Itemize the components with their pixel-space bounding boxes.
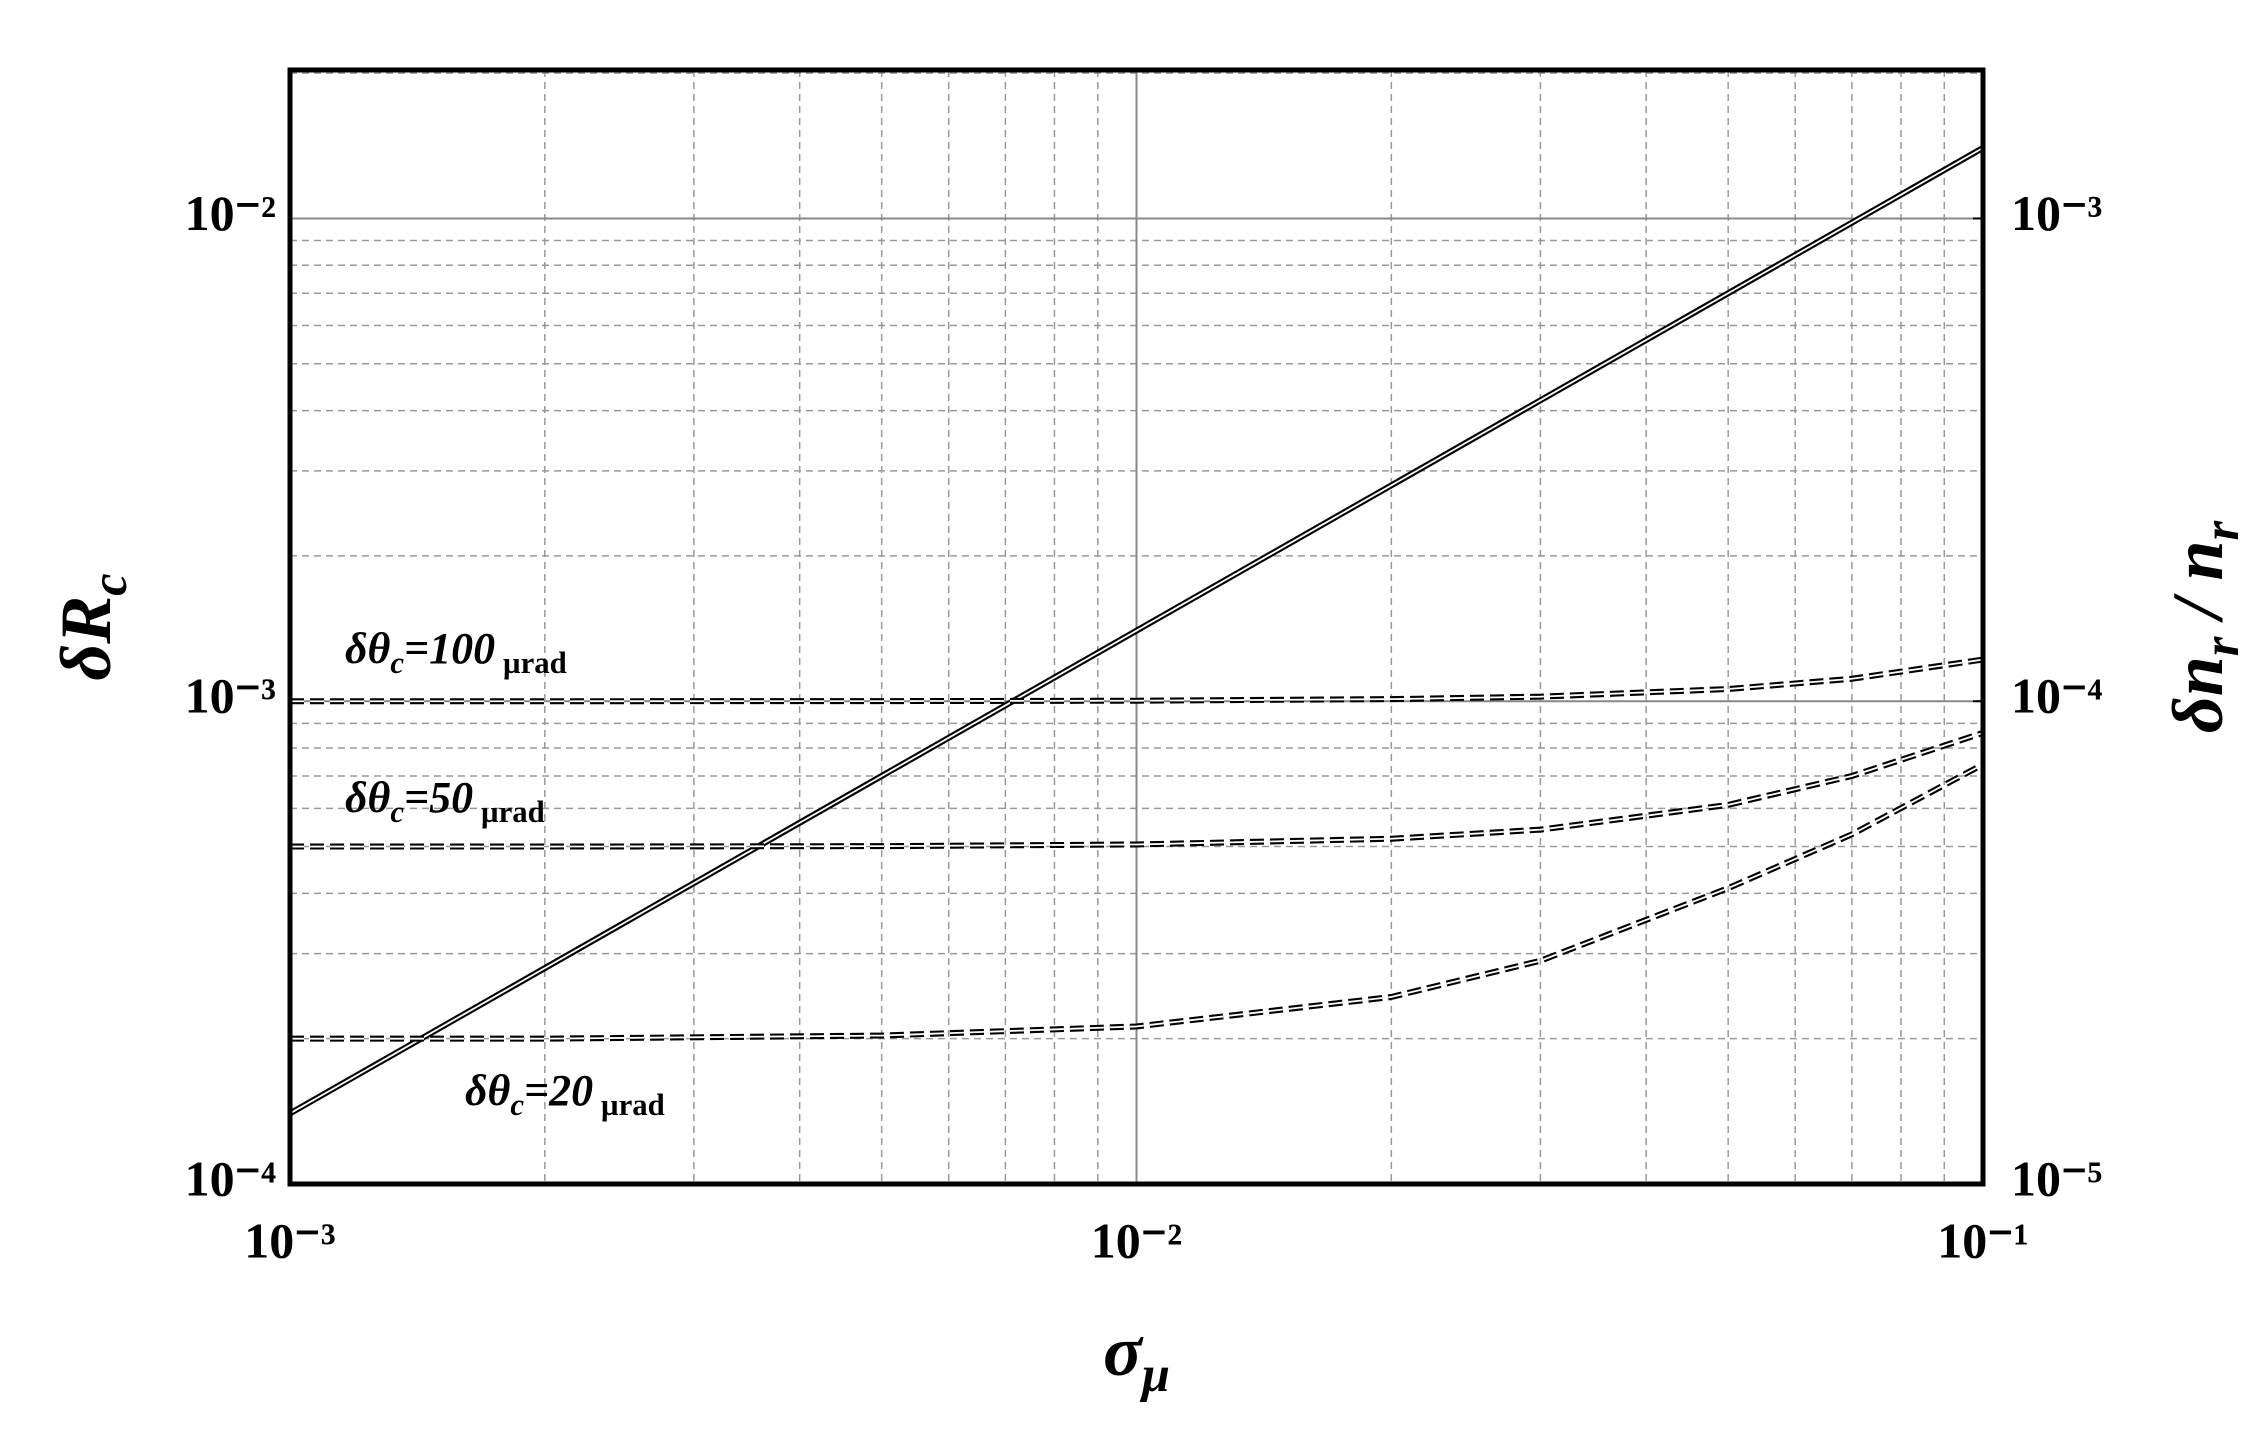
x-tick-label: 10⁻³ <box>244 1212 335 1268</box>
annotation: δθc=50 µrad <box>345 773 545 829</box>
y2-tick-label: 10⁻⁵ <box>2011 1150 2102 1206</box>
subscript: µrad <box>495 646 567 680</box>
plot-frame <box>287 67 1986 1187</box>
annotation: δθc=20 µrad <box>465 1066 665 1122</box>
subscript: c <box>390 646 404 680</box>
label-part: σ <box>1103 1311 1144 1391</box>
y2-tick-label: 10⁻⁴ <box>2011 668 2102 724</box>
subscript: µrad <box>473 795 545 829</box>
label-part: δθ <box>345 624 391 673</box>
label-part: =20 <box>524 1066 593 1115</box>
annotation: δθc=100 µrad <box>345 624 567 680</box>
label-part: =100 <box>404 624 495 673</box>
subscript: r <box>2193 521 2249 541</box>
y2-tick-label: 10⁻³ <box>2011 185 2102 241</box>
series-line-inner <box>289 147 1984 1115</box>
series-line-inner <box>290 658 1984 703</box>
x-tick-label: 10⁻² <box>1091 1212 1182 1268</box>
subscript: μ <box>1139 1346 1170 1402</box>
series-line-inner <box>290 731 1984 848</box>
y-tick-label: 10⁻⁴ <box>185 1150 276 1206</box>
subscript: r <box>2193 636 2249 656</box>
y-tick-label: 10⁻² <box>185 185 276 241</box>
subscript: c <box>81 573 137 595</box>
x-axis-label: σμ <box>1103 1311 1170 1402</box>
label-part: δR <box>46 596 126 681</box>
label-part: δθ <box>345 773 391 822</box>
y-axis-label: δRc <box>46 573 137 680</box>
label-part: δn <box>2158 656 2238 733</box>
x-tick-label: 10⁻¹ <box>1937 1212 2028 1268</box>
subscript: µrad <box>593 1088 665 1122</box>
label-part: δθ <box>465 1066 511 1115</box>
label-part: =50 <box>404 773 473 822</box>
subscript: c <box>390 795 404 829</box>
subscript: c <box>510 1088 524 1122</box>
y-tick-label: 10⁻³ <box>185 668 276 724</box>
series-line-inner <box>290 763 1984 1040</box>
y2-axis-label: δnr / nr <box>2158 521 2249 734</box>
label-part: / n <box>2158 541 2238 637</box>
